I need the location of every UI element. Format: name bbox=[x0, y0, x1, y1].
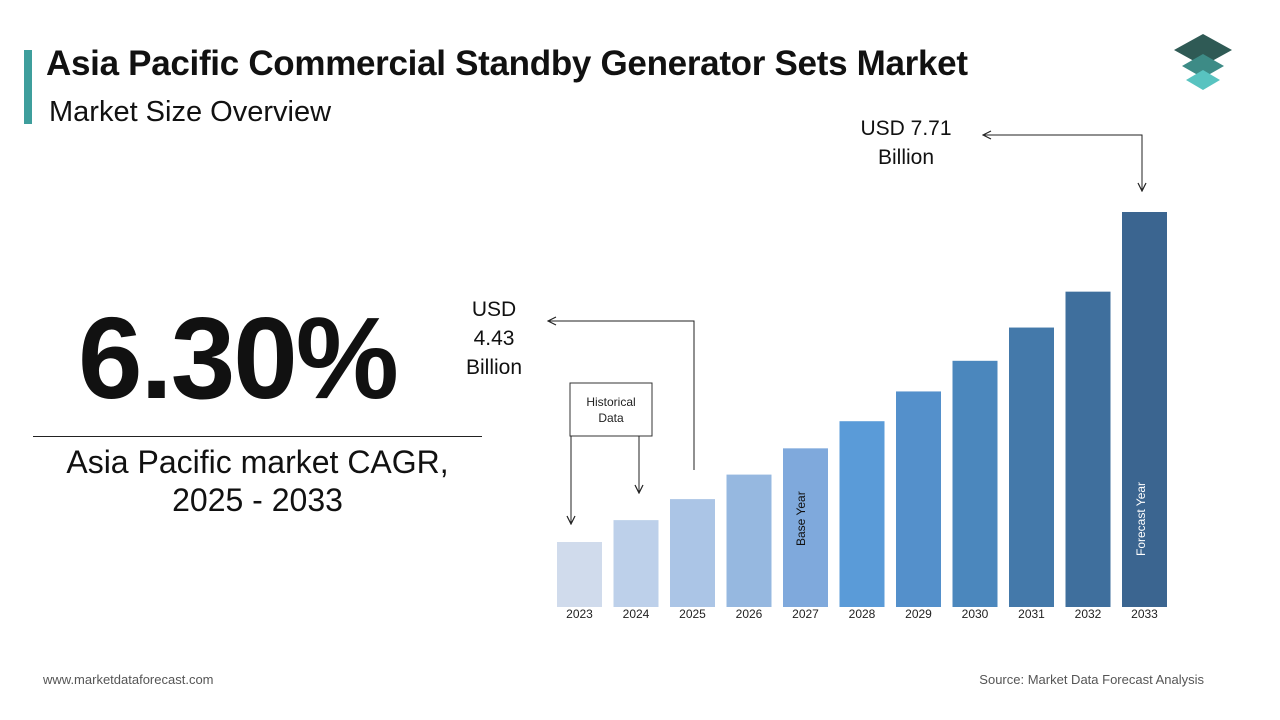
historical-data-box bbox=[569, 382, 653, 437]
bar-2024 bbox=[613, 520, 659, 607]
cagr-divider bbox=[33, 436, 482, 437]
end-value-line2: Billion bbox=[878, 146, 934, 169]
bar-2033 bbox=[1122, 212, 1167, 607]
bar-2032 bbox=[1065, 291, 1111, 607]
x-tick-label-2032: 2032 bbox=[1075, 607, 1102, 621]
forecast-year-label: Forecast Year bbox=[1134, 482, 1148, 556]
bar-2028 bbox=[839, 421, 885, 607]
cagr-label: Asia Pacific market CAGR, 2025 - 2033 bbox=[33, 443, 482, 519]
x-tick-label-2026: 2026 bbox=[736, 607, 763, 621]
footer-source: Source: Market Data Forecast Analysis bbox=[979, 672, 1204, 687]
page-title: Asia Pacific Commercial Standby Generato… bbox=[46, 44, 968, 83]
bar-2027 bbox=[783, 448, 828, 607]
page-subtitle: Market Size Overview bbox=[49, 96, 332, 128]
end-value-line1: USD 7.71 bbox=[860, 117, 951, 140]
x-tick-label-2023: 2023 bbox=[566, 607, 593, 621]
bar-2029 bbox=[896, 391, 941, 607]
cagr-label-line2: 2025 - 2033 bbox=[172, 482, 343, 518]
x-tick-label-2025: 2025 bbox=[679, 607, 706, 621]
start-value-arrow bbox=[548, 321, 695, 470]
x-tick-label-2028: 2028 bbox=[849, 607, 876, 621]
stacked-layers-icon bbox=[1174, 34, 1232, 90]
bar-2025 bbox=[670, 499, 715, 607]
historical-label-line2: Data bbox=[598, 411, 624, 425]
start-value-line1: USD bbox=[472, 298, 516, 321]
bar-2026 bbox=[726, 474, 772, 607]
x-tick-label-2030: 2030 bbox=[962, 607, 989, 621]
x-tick-label-2027: 2027 bbox=[792, 607, 819, 621]
base-year-label: Base Year bbox=[794, 491, 808, 546]
footer-website: www.marketdataforecast.com bbox=[43, 672, 214, 687]
bar-2031 bbox=[1009, 327, 1054, 607]
title-accent-bar bbox=[24, 50, 32, 124]
x-tick-label-2033: 2033 bbox=[1131, 607, 1158, 621]
start-value-line2: 4.43 bbox=[474, 327, 515, 350]
cagr-label-line1: Asia Pacific market CAGR, bbox=[66, 444, 449, 480]
cagr-value: 6.30% bbox=[78, 293, 399, 423]
x-tick-label-2024: 2024 bbox=[623, 607, 650, 621]
start-value-line3: Billion bbox=[466, 356, 522, 379]
end-value-arrow bbox=[983, 135, 1143, 191]
bar-2023 bbox=[557, 542, 602, 607]
bar-2030 bbox=[952, 360, 998, 607]
historical-label-line1: Historical bbox=[586, 395, 635, 409]
x-tick-label-2029: 2029 bbox=[905, 607, 932, 621]
x-tick-label-2031: 2031 bbox=[1018, 607, 1045, 621]
